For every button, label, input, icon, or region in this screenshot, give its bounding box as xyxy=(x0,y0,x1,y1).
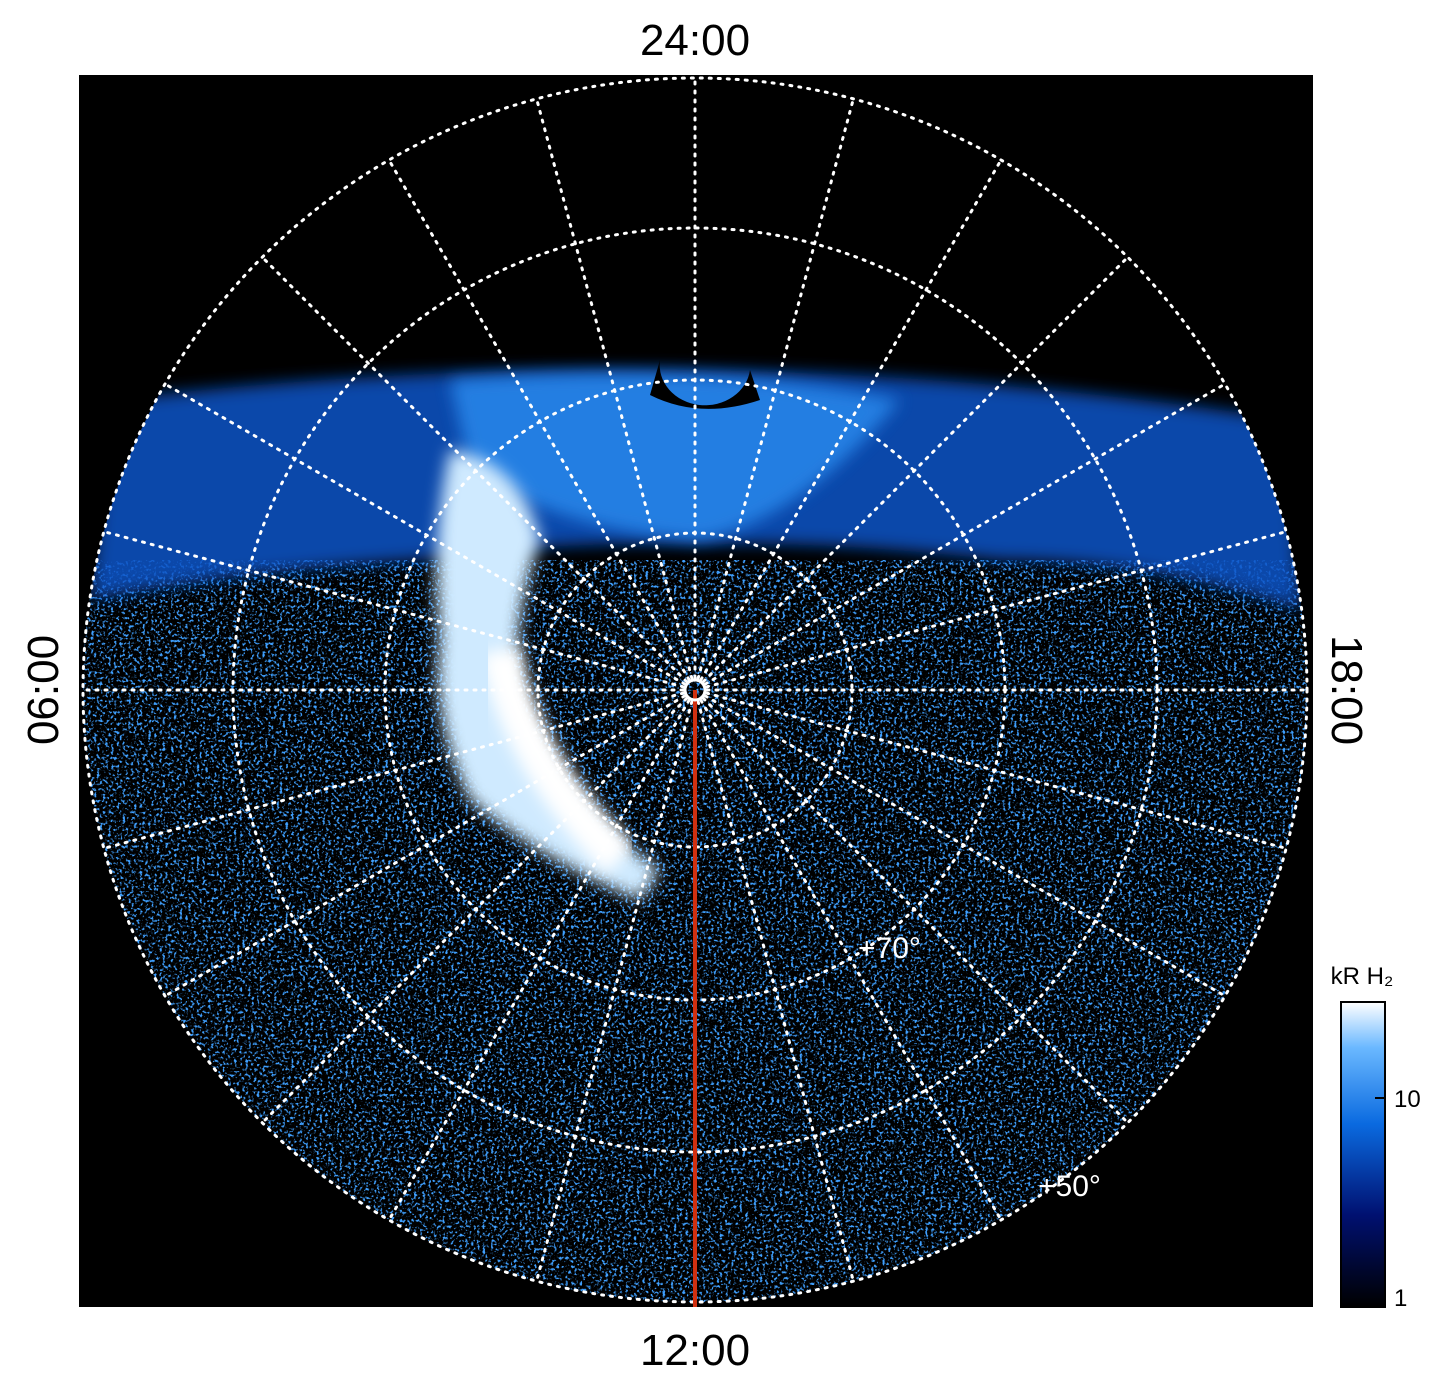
meridian xyxy=(260,696,689,1125)
bright-core xyxy=(480,646,635,875)
colorbar-title: kR H₂ xyxy=(1331,963,1394,990)
meridian xyxy=(701,255,1130,684)
bright-spot xyxy=(436,450,660,900)
meridian xyxy=(535,700,694,1283)
local-time-label: 12:00 xyxy=(640,1326,750,1375)
latitude-label: +70° xyxy=(858,932,921,965)
meridian xyxy=(703,694,1227,998)
colorbar xyxy=(1340,1001,1386,1308)
meridian xyxy=(705,530,1288,689)
meridian xyxy=(102,530,685,689)
meridian xyxy=(387,158,691,682)
latitude-label: +50° xyxy=(1038,1170,1101,1203)
meridian xyxy=(163,694,687,998)
colorbar-tick-label: 10 xyxy=(1394,1086,1421,1113)
pole-marker xyxy=(683,678,707,702)
latitude-ring xyxy=(81,76,1309,1304)
colorbar-tick-label: 1 xyxy=(1394,1285,1407,1312)
auroral-arc xyxy=(450,373,900,540)
meridian xyxy=(260,255,689,684)
meridian xyxy=(696,97,855,680)
meridian xyxy=(696,700,855,1283)
meridian xyxy=(102,691,685,850)
meridian xyxy=(535,97,694,680)
meridian xyxy=(163,382,687,686)
local-time-label: 06:00 xyxy=(19,635,68,745)
local-time-label: 18:00 xyxy=(1322,635,1371,745)
meridian xyxy=(387,698,691,1222)
meridian xyxy=(705,691,1288,850)
local-time-label: 24:00 xyxy=(640,16,750,65)
meridian xyxy=(699,158,1003,682)
meridian xyxy=(701,696,1130,1125)
meridian xyxy=(699,698,1003,1222)
meridian xyxy=(703,382,1227,686)
